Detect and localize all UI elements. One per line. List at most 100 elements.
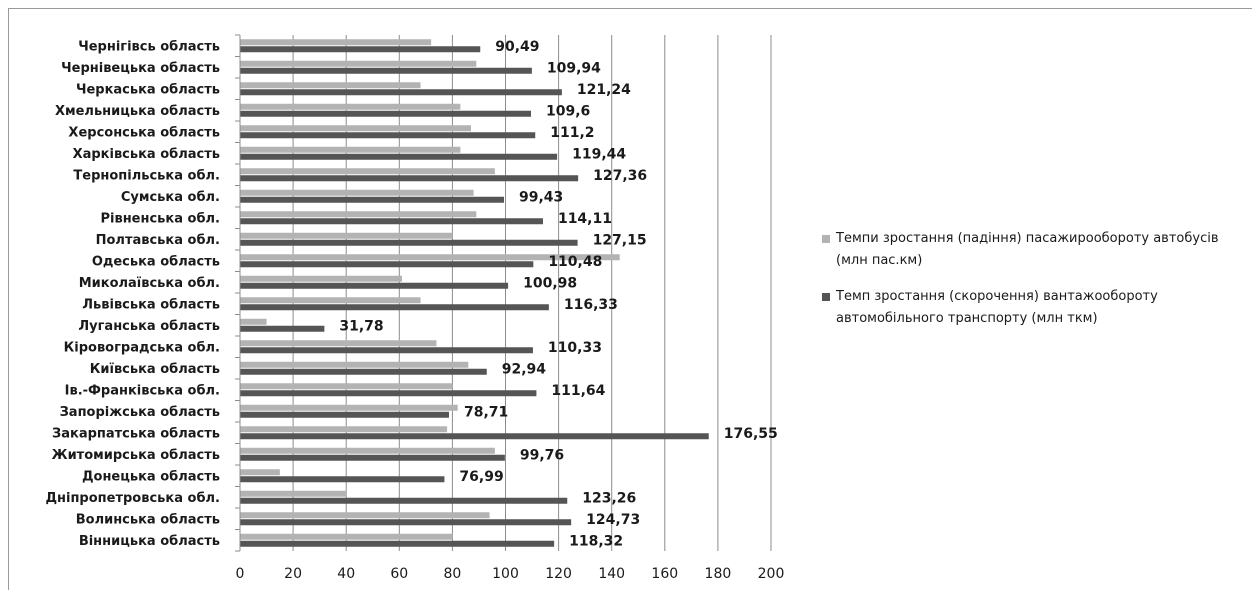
- bar-freight: [240, 46, 481, 53]
- data-label: 111,64: [551, 383, 605, 399]
- data-label: 121,24: [577, 82, 631, 98]
- category-label: Миколаївська обл.: [79, 276, 220, 291]
- data-label: 127,15: [593, 232, 647, 248]
- data-label: 176,55: [724, 426, 778, 442]
- bar-freight: [240, 368, 487, 375]
- category-label: Луганська область: [78, 319, 220, 334]
- x-tick-140: 140: [598, 566, 625, 582]
- category-label: Вінницька область: [79, 534, 220, 549]
- x-tick-60: 60: [390, 566, 408, 582]
- legend-label-freight: Темп зростання (скорочення) вантажооборо…: [836, 289, 1158, 326]
- bar-freight: [240, 476, 445, 483]
- legend-item-passenger: Темпи зростання (падіння) пасажирооборот…: [822, 228, 1242, 272]
- legend-label-passenger: Темпи зростання (падіння) пасажирооборот…: [836, 231, 1219, 268]
- bar-passenger: [240, 533, 453, 540]
- x-tick-100: 100: [492, 566, 519, 582]
- data-label: 119,44: [572, 146, 626, 162]
- data-label: 76,99: [459, 469, 503, 485]
- data-label: 110,48: [548, 254, 602, 270]
- bar-freight: [240, 347, 533, 354]
- x-tick-160: 160: [651, 566, 678, 582]
- legend-item-freight: Темп зростання (скорочення) вантажооборо…: [822, 286, 1242, 330]
- bar-freight: [240, 433, 709, 440]
- category-label: Рівненська обл.: [100, 211, 220, 226]
- bars: [240, 39, 709, 547]
- x-tick-20: 20: [284, 566, 302, 582]
- chart-frame: [8, 8, 1252, 590]
- bar-passenger: [240, 340, 437, 347]
- category-label: Кіровоградська обл.: [64, 340, 220, 355]
- data-label: 90,49: [495, 39, 539, 55]
- x-tick-200: 200: [758, 566, 785, 582]
- data-label: 124,73: [586, 512, 640, 528]
- x-tick-0: 0: [236, 566, 245, 582]
- category-label: Дніпропетровська обл.: [45, 491, 220, 506]
- data-label: 100,98: [523, 275, 577, 291]
- bar-passenger: [240, 168, 495, 175]
- bar-passenger: [240, 383, 453, 390]
- data-label: 78,71: [464, 404, 508, 420]
- bar-passenger: [240, 318, 267, 325]
- bar-passenger: [240, 361, 469, 368]
- axes: [235, 34, 241, 552]
- bar-passenger: [240, 512, 490, 519]
- category-label: Одеська область: [92, 254, 220, 269]
- data-label: 92,94: [502, 361, 547, 377]
- data-label: 99,76: [520, 447, 564, 463]
- category-label: Тернопільська обл.: [73, 168, 220, 183]
- bar-freight: [240, 540, 555, 547]
- bar-passenger: [240, 189, 474, 196]
- bar-passenger: [240, 60, 477, 67]
- bar-passenger: [240, 447, 495, 454]
- bar-freight: [240, 390, 537, 397]
- category-label: Полтавська обл.: [96, 233, 220, 248]
- category-labels: Вінницька область Волинська область Дніпро…: [45, 39, 220, 549]
- legend: Темпи зростання (падіння) пасажирооборот…: [822, 228, 1242, 344]
- bar-freight: [240, 110, 531, 117]
- category-label: Чернігівсь область: [78, 39, 220, 54]
- bar-freight: [240, 454, 505, 461]
- category-label: Житомирська область: [52, 448, 220, 463]
- bar-passenger: [240, 82, 421, 89]
- bar-passenger: [240, 232, 453, 239]
- bar-passenger: [240, 426, 448, 433]
- bar-freight: [240, 519, 572, 526]
- bar-freight: [240, 132, 536, 139]
- bar-passenger: [240, 211, 477, 218]
- data-label: 31,78: [339, 318, 383, 334]
- bar-freight: [240, 67, 532, 74]
- bar-freight: [240, 89, 562, 96]
- bar-freight: [240, 218, 543, 225]
- bar-freight: [240, 175, 579, 182]
- data-labels: 118,32 124,73 123,26 76,99 99,76 176,55 78,71 1…: [339, 39, 777, 550]
- bar-passenger: [240, 275, 402, 282]
- bar-passenger: [240, 490, 347, 497]
- bar-freight: [240, 325, 325, 332]
- bar-passenger: [240, 103, 461, 110]
- category-label: Херсонська область: [68, 125, 220, 140]
- bar-passenger: [240, 125, 471, 132]
- bar-freight: [240, 282, 509, 289]
- category-label: Київська область: [90, 362, 220, 377]
- bar-freight: [240, 497, 568, 504]
- data-label: 99,43: [519, 189, 563, 205]
- x-tick-80: 80: [443, 566, 461, 582]
- data-label: 114,11: [558, 211, 612, 227]
- bar-passenger: [240, 39, 432, 46]
- data-label: 110,33: [548, 340, 602, 356]
- bar-passenger: [240, 146, 461, 153]
- data-label: 123,26: [582, 490, 636, 506]
- data-label: 127,36: [593, 168, 647, 184]
- category-label: Закарпатська область: [52, 426, 220, 441]
- data-label: 111,2: [550, 125, 594, 141]
- legend-swatch-passenger: [822, 235, 830, 243]
- bar-passenger: [240, 469, 280, 476]
- legend-swatch-freight: [822, 293, 830, 301]
- category-label: Сумська обл.: [121, 190, 220, 205]
- x-tick-40: 40: [337, 566, 355, 582]
- bar-passenger: [240, 404, 458, 411]
- category-label: Запоріжська область: [60, 405, 220, 420]
- category-label: Ів.-Франківська обл.: [65, 383, 220, 398]
- bar-freight: [240, 411, 449, 418]
- bar-passenger: [240, 297, 421, 304]
